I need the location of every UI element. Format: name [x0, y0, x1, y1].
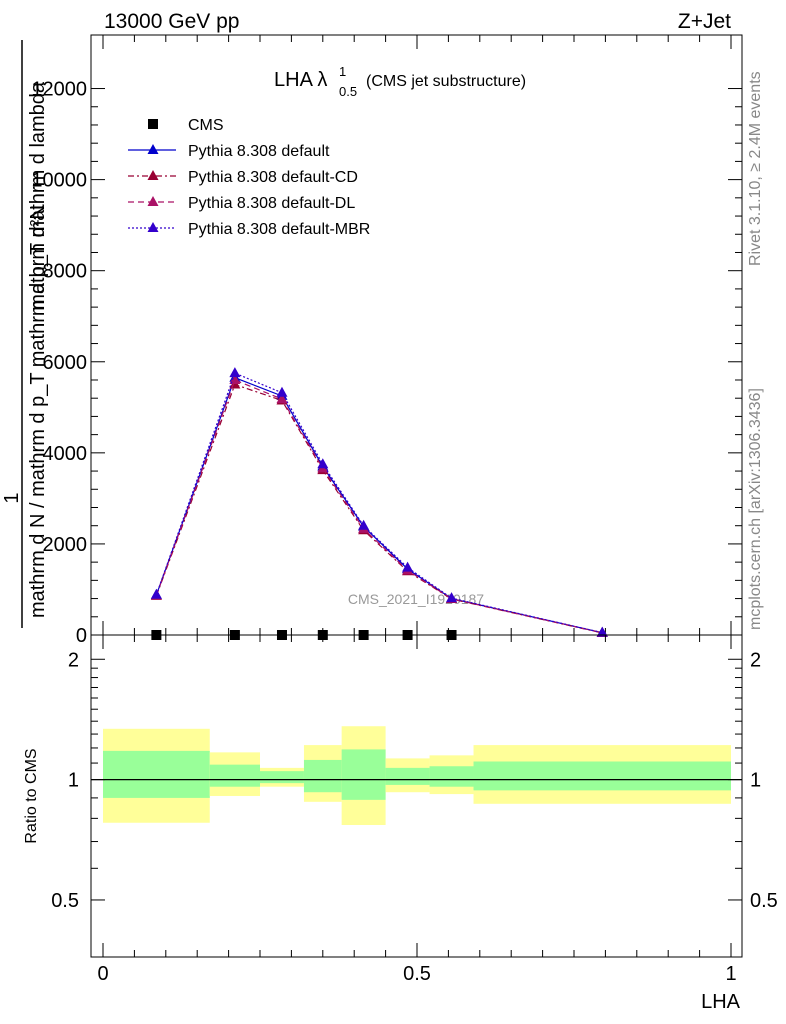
ratio-ytick-label-right: 0.5	[750, 890, 778, 912]
ratio-ytick-label: 0.5	[51, 890, 79, 912]
ratio-band-inner	[260, 771, 304, 784]
main-ytick-label: 0	[76, 625, 87, 647]
series-marker	[446, 592, 458, 603]
ratio-band-inner	[473, 761, 731, 791]
legend-label: CMS	[188, 117, 224, 134]
ratio-band-inner	[429, 766, 474, 787]
ratio-xtick-label: 1	[725, 963, 736, 985]
series-marker	[229, 373, 241, 384]
legend-item: Pythia 8.308 default	[128, 143, 330, 160]
ratio-x-ticks: 0 0.5 1	[97, 635, 737, 985]
legend: CMS Pythia 8.308 default Pythia 8.308 defa…	[128, 117, 370, 238]
legend-label: Pythia 8.308 default	[188, 143, 330, 160]
series-line	[155, 376, 603, 634]
watermark: CMS_2021_I1920187	[348, 591, 484, 607]
ratio-band-inner	[209, 764, 260, 787]
legend-marker	[147, 170, 159, 180]
series-line	[155, 383, 603, 634]
legend-marker	[147, 196, 159, 206]
ylabel-top: 1	[1, 492, 23, 503]
main-panel: 0 2000 4000 6000 8000 10000 12000 CMS_2021_I19…	[31, 34, 743, 647]
legend-item: Pythia 8.308 default-CD	[128, 169, 358, 186]
ylabel-numerator: mathrm d²N	[27, 205, 49, 311]
ratio-ytick-label-right: 2	[750, 649, 761, 671]
main-y-ticks: 0 2000 4000 6000 8000 10000 12000	[31, 79, 742, 647]
legend-item: Pythia 8.308 default-MBR	[128, 221, 370, 238]
header-right: Z+Jet	[678, 10, 731, 33]
plot-title: LHA λ 1 0.5 (CMS jet substructure)	[274, 64, 526, 99]
legend-item: CMS	[148, 117, 224, 134]
title-main: LHA λ	[274, 69, 327, 91]
main-ytick-label: 10000	[31, 170, 87, 192]
legend-marker	[147, 222, 159, 232]
series-marker	[276, 393, 288, 404]
ratio-band-inner	[385, 767, 430, 785]
title-sub: 0.5	[339, 84, 357, 99]
legend-label: Pythia 8.308 default-CD	[188, 169, 358, 186]
ratio-ytick-label: 1	[68, 770, 79, 792]
main-ytick-label: 12000	[31, 79, 87, 101]
legend-label: Pythia 8.308 default-MBR	[188, 221, 370, 238]
main-series	[150, 367, 608, 637]
series-marker	[150, 588, 162, 599]
ylabel-denominator: mathrm d N / mathrm d p_T mathrm d p_T m…	[27, 81, 49, 618]
header-left: 13000 GeV pp	[104, 10, 239, 33]
legend-marker	[147, 144, 159, 154]
mcplots-label: mcplots.cern.ch [arXiv:1306.3436]	[747, 388, 764, 630]
series-marker	[276, 386, 288, 397]
series-marker	[229, 367, 241, 378]
title-sup: 1	[339, 64, 346, 79]
series-line	[155, 372, 603, 634]
ratio-y-ticks: 0.5 0.5 1 1 2 2	[51, 649, 778, 912]
series-marker	[317, 458, 329, 469]
series-marker	[596, 626, 608, 637]
main-ytick-label: 2000	[43, 534, 88, 556]
title-rest: (CMS jet substructure)	[366, 73, 526, 90]
series-marker	[402, 561, 414, 572]
ratio-band-inner	[341, 749, 386, 800]
ratio-bands	[103, 726, 731, 825]
ratio-band-inner	[303, 759, 342, 793]
legend-marker	[148, 119, 158, 129]
ratio-ytick-label-right: 1	[750, 770, 761, 792]
ratio-ytick-label: 2	[68, 649, 79, 671]
ratio-ylabel: Ratio to CMS	[23, 748, 40, 843]
ratio-band-inner	[103, 750, 210, 798]
main-ytick-label: 8000	[43, 261, 88, 283]
ratio-panel: 0.5 0.51 12 2 0 0.5 1 Ratio to CMS LHA	[23, 634, 778, 1013]
series-marker	[358, 519, 370, 530]
main-ytick-label: 6000	[43, 352, 88, 374]
ratio-xtick-label: 0.5	[403, 963, 431, 985]
main-x-ticks	[102, 35, 732, 635]
ratio-xtick-label: 0	[97, 963, 108, 985]
main-y-axis-label: 1 mathrm d²N mathrm d N / mathrm d p_T m…	[1, 40, 49, 628]
x-axis-label: LHA	[701, 991, 741, 1013]
legend-label: Pythia 8.308 default-DL	[188, 195, 355, 212]
rivet-label: Rivet 3.1.10, ≥ 2.4M events	[747, 71, 764, 266]
main-ytick-label: 4000	[43, 443, 88, 465]
legend-item: Pythia 8.308 default-DL	[128, 195, 355, 212]
